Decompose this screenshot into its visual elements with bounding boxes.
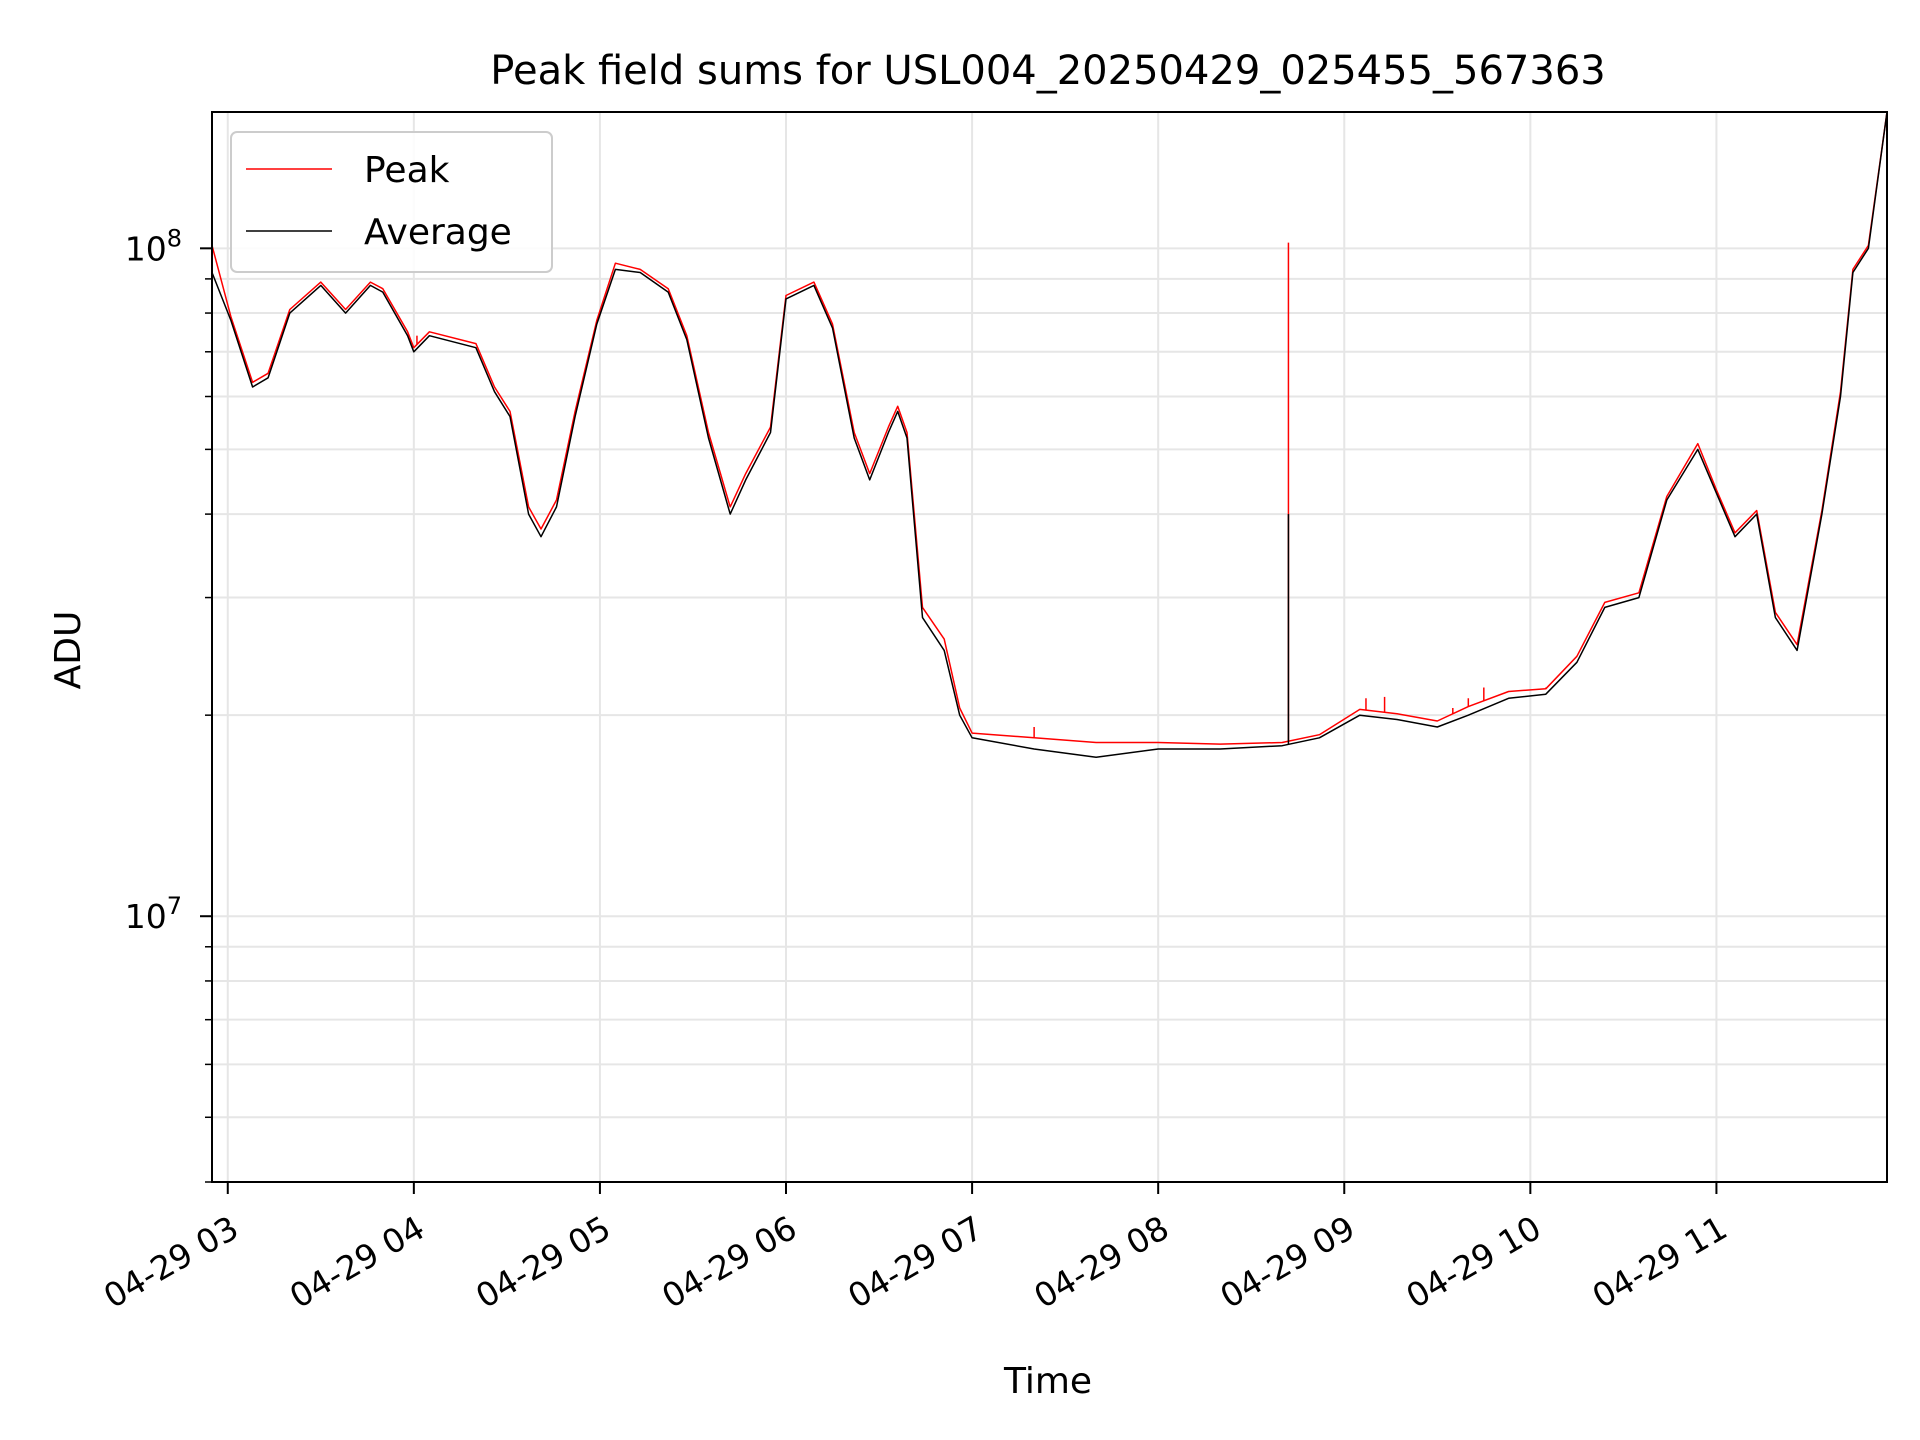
legend-frame xyxy=(230,131,553,273)
plot-series xyxy=(211,111,1888,758)
legend: Peak Average xyxy=(230,131,553,273)
y-tick-label-exponent: 7 xyxy=(167,892,182,920)
y-tick-label-exponent: 8 xyxy=(167,224,182,252)
legend-label-average: Average xyxy=(364,212,512,253)
y-axis-label: ADU xyxy=(48,611,89,690)
y-tick-label: 108 xyxy=(125,224,182,268)
y-tick-label-base: 10 xyxy=(125,229,167,268)
y-tick-label-base: 10 xyxy=(125,897,167,936)
y-tick-label: 107 xyxy=(125,892,182,936)
chart-title: Peak field sums for USL004_20250429_0254… xyxy=(490,48,1605,94)
plot-frame xyxy=(211,111,1888,1183)
series-line-average xyxy=(211,111,1888,758)
x-axis-label: Time xyxy=(1003,1361,1092,1402)
legend-label-peak: Peak xyxy=(364,150,450,191)
series-line-peak xyxy=(211,111,1888,745)
